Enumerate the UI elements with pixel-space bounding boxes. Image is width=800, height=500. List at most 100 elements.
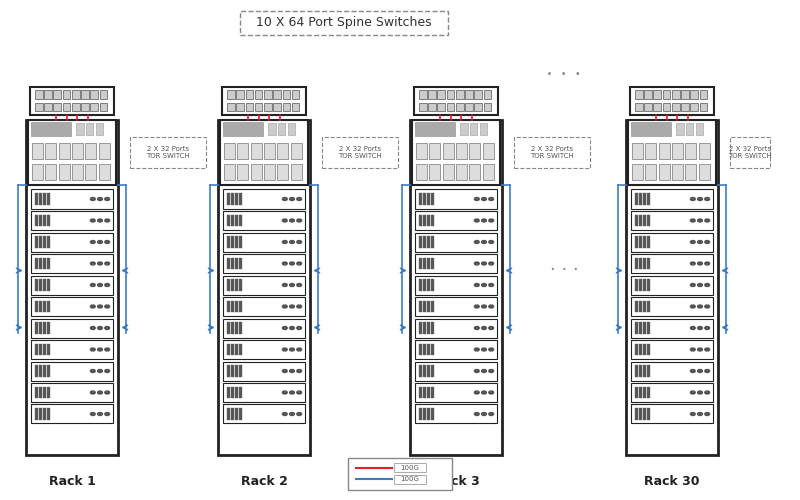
Bar (672, 102, 680, 111)
Bar (647, 344, 650, 355)
Bar (647, 236, 650, 248)
Circle shape (698, 262, 702, 265)
Bar (31, 211, 113, 230)
Circle shape (105, 305, 110, 308)
Bar (39, 366, 42, 376)
Bar (431, 194, 434, 204)
Bar (672, 90, 680, 98)
Bar (639, 194, 642, 204)
Bar (431, 344, 434, 355)
Bar (274, 90, 281, 98)
Circle shape (705, 262, 710, 265)
Bar (431, 408, 434, 420)
Bar (246, 102, 253, 111)
Circle shape (698, 219, 702, 222)
Bar (442, 143, 454, 159)
Circle shape (282, 370, 287, 372)
Bar (231, 387, 234, 398)
Bar (235, 236, 238, 248)
Bar (644, 90, 652, 98)
Bar (227, 322, 230, 334)
Bar (639, 322, 642, 334)
Circle shape (290, 326, 294, 330)
Bar (628, 120, 716, 185)
Bar (639, 344, 642, 355)
Bar (470, 124, 477, 135)
Bar (643, 258, 646, 269)
Circle shape (705, 305, 710, 308)
Bar (250, 164, 262, 180)
Bar (239, 258, 242, 269)
Bar (239, 408, 242, 420)
Bar (72, 102, 80, 111)
Bar (466, 102, 473, 111)
Circle shape (482, 240, 486, 244)
Text: Rack 1: Rack 1 (49, 475, 95, 488)
Bar (239, 366, 242, 376)
Bar (77, 124, 83, 135)
Bar (227, 280, 230, 290)
Bar (239, 387, 242, 398)
Circle shape (474, 305, 479, 308)
Bar (635, 215, 638, 226)
Bar (35, 236, 38, 248)
Circle shape (482, 219, 486, 222)
Bar (254, 102, 262, 111)
Bar (484, 90, 491, 98)
Bar (218, 120, 310, 455)
Bar (631, 297, 713, 316)
Bar (643, 408, 646, 420)
Text: 100G: 100G (400, 476, 419, 482)
Circle shape (489, 391, 494, 394)
Bar (423, 280, 426, 290)
Bar (239, 301, 242, 312)
Bar (431, 258, 434, 269)
Bar (446, 90, 454, 98)
Bar (39, 258, 42, 269)
Bar (427, 236, 430, 248)
Circle shape (698, 198, 702, 200)
Bar (31, 297, 113, 316)
Bar (44, 90, 52, 98)
Bar (474, 102, 482, 111)
Bar (672, 143, 683, 159)
Bar (222, 88, 306, 115)
Bar (47, 366, 50, 376)
Bar (223, 340, 305, 359)
Bar (44, 102, 52, 111)
Circle shape (474, 284, 479, 286)
Circle shape (282, 412, 287, 416)
Circle shape (489, 219, 494, 222)
Bar (730, 138, 770, 168)
Bar (278, 143, 288, 159)
Bar (419, 102, 426, 111)
Bar (631, 318, 713, 338)
Bar (446, 102, 454, 111)
Bar (427, 301, 430, 312)
Bar (631, 190, 713, 208)
Bar (72, 143, 83, 159)
Bar (419, 408, 422, 420)
Bar (415, 211, 497, 230)
Bar (626, 120, 718, 455)
Bar (86, 164, 96, 180)
Bar (635, 387, 638, 398)
Bar (698, 164, 710, 180)
Bar (423, 322, 426, 334)
Bar (639, 366, 642, 376)
Bar (90, 102, 98, 111)
Bar (635, 236, 638, 248)
Bar (227, 387, 230, 398)
Bar (43, 280, 46, 290)
Circle shape (105, 348, 110, 351)
Bar (239, 215, 242, 226)
Circle shape (690, 284, 695, 286)
Bar (415, 362, 497, 380)
Bar (274, 102, 281, 111)
Bar (43, 387, 46, 398)
Bar (35, 280, 38, 290)
Circle shape (482, 391, 486, 394)
Bar (430, 164, 440, 180)
Bar (235, 344, 238, 355)
Bar (419, 366, 422, 376)
